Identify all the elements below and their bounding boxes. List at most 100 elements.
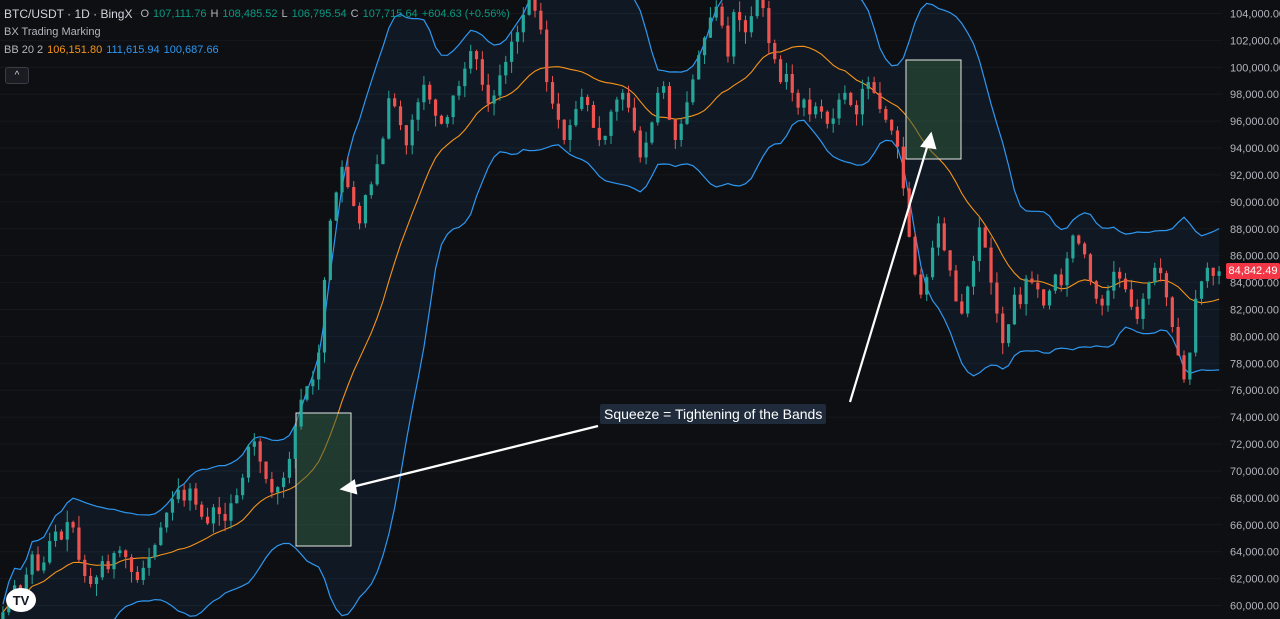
candle-up (416, 102, 419, 119)
y-tick-label: 62,000.00 (1230, 574, 1279, 586)
candle-up (294, 427, 297, 459)
y-tick-label: 100,000.00 (1230, 62, 1280, 74)
candle-up (1065, 258, 1068, 285)
candle-down (633, 108, 636, 131)
candle-up (1147, 283, 1150, 299)
candle-down (627, 93, 630, 108)
candle-down (264, 462, 267, 479)
candle-down (984, 227, 987, 247)
candle-down (1019, 295, 1022, 304)
candle-up (42, 562, 45, 570)
candle-down (1165, 273, 1168, 297)
candle-down (826, 112, 829, 124)
candle-down (200, 505, 203, 517)
low-value: 106,795.54 (292, 7, 347, 21)
candle-down (1212, 268, 1215, 276)
candle-up (715, 7, 718, 18)
y-tick-label: 88,000.00 (1230, 224, 1279, 236)
candle-down (358, 206, 361, 223)
candle-up (1206, 268, 1209, 281)
candle-down (36, 554, 39, 570)
candle-down (405, 125, 408, 145)
candle-down (773, 43, 776, 59)
candle-down (668, 86, 671, 120)
candle-up (832, 118, 835, 123)
candle-down (1036, 283, 1039, 290)
candle-down (71, 522, 74, 527)
candle-down (878, 93, 881, 109)
candle-up (510, 42, 513, 62)
candle-up (574, 109, 577, 125)
y-tick-label: 82,000.00 (1230, 305, 1279, 317)
bb-basis-value: 106,151.80 (47, 43, 102, 57)
candle-down (796, 93, 799, 108)
candle-down (791, 74, 794, 93)
candle-up (785, 74, 788, 82)
candle-up (867, 82, 870, 89)
candle-down (598, 128, 601, 140)
candle-down (890, 120, 893, 131)
candle-up (147, 557, 150, 568)
candle-down (270, 479, 273, 492)
candle-up (604, 136, 607, 140)
symbol-title[interactable]: BTC/USDT · 1D · BingX (4, 7, 132, 21)
candle-up (1112, 272, 1115, 291)
candle-up (1194, 299, 1197, 353)
marking-row: BX Trading Marking (4, 23, 510, 41)
candle-up (95, 577, 98, 584)
candle-up (802, 100, 805, 108)
indicator-bb-label[interactable]: BB 20 2 (4, 43, 43, 57)
candle-down (124, 550, 127, 557)
y-tick-label: 74,000.00 (1230, 412, 1279, 424)
candle-down (943, 223, 946, 250)
candle-down (352, 187, 355, 206)
candle-up (580, 97, 583, 109)
close-value: 107,715.64 (363, 7, 418, 21)
candle-up (422, 85, 425, 102)
candle-down (1030, 279, 1033, 283)
candle-up (568, 125, 571, 140)
candle-up (703, 38, 706, 55)
candle-up (452, 96, 455, 118)
candle-up (756, 0, 759, 16)
candle-up (1141, 299, 1144, 319)
annotation-label: Squeeze = Tightening of the Bands (600, 404, 826, 424)
candle-down (913, 237, 916, 275)
bb-row: BB 20 2 106,151.80 111,615.94 100,687.66 (4, 41, 510, 59)
candle-up (1007, 324, 1010, 343)
candle-down (995, 283, 998, 314)
candle-up (644, 143, 647, 158)
candle-down (1083, 244, 1086, 255)
candle-up (1054, 275, 1057, 291)
tradingview-logo[interactable]: TV (6, 588, 36, 612)
candle-up (165, 513, 168, 528)
last-price-tag: 84,842.49 (1226, 263, 1280, 279)
candle-down (896, 131, 899, 147)
candle-down (223, 514, 226, 521)
candle-down (77, 527, 80, 559)
candle-down (1182, 355, 1185, 379)
candle-up (609, 112, 612, 136)
candle-up (300, 400, 303, 427)
candle-up (329, 221, 332, 280)
open-value: 107,111.76 (153, 7, 206, 21)
candle-down (820, 106, 823, 111)
candle-up (340, 167, 343, 193)
candle-up (118, 550, 121, 553)
candle-up (1217, 271, 1220, 276)
candle-down (849, 93, 852, 105)
candle-up (621, 93, 624, 100)
candle-down (1118, 272, 1121, 279)
candle-up (282, 478, 285, 487)
candle-up (814, 106, 817, 114)
indicator-bx-marking[interactable]: BX Trading Marking (4, 25, 101, 39)
bb-lower-value: 100,687.66 (164, 43, 219, 57)
candle-down (1171, 297, 1174, 327)
collapse-legend-button[interactable]: ^ (5, 67, 29, 84)
candle-up (188, 488, 191, 500)
candle-down (1159, 268, 1162, 273)
candle-down (779, 59, 782, 82)
candle-up (323, 280, 326, 353)
candle-up (381, 139, 384, 165)
